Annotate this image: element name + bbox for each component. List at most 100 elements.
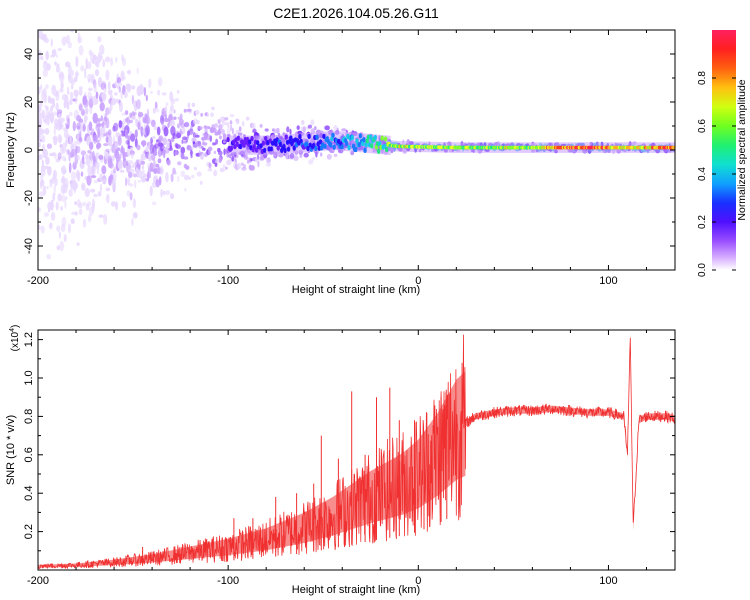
heatmap-cell xyxy=(286,146,291,152)
heatmap-cell xyxy=(173,109,176,114)
heatmap-cell xyxy=(136,144,141,151)
heatmap-cell xyxy=(277,132,281,138)
heatmap-cell xyxy=(269,146,274,152)
heatmap-cell xyxy=(165,171,169,183)
heatmap-cell xyxy=(165,190,171,196)
heatmap-cell xyxy=(95,139,100,143)
heatmap-cell xyxy=(370,143,374,149)
heatmap-cell xyxy=(207,146,213,152)
heatmap-cell xyxy=(224,117,229,121)
heatmap-cell xyxy=(138,111,144,118)
heatmap-cell xyxy=(125,83,131,90)
heatmap-cell xyxy=(143,173,148,178)
heatmap-cell xyxy=(163,117,169,123)
heatmap-cell xyxy=(243,164,246,169)
heatmap-cell xyxy=(315,134,319,140)
heatmap-cell xyxy=(138,91,144,95)
heatmap-cell xyxy=(100,55,103,60)
heatmap-cell xyxy=(86,99,89,108)
heatmap-cell xyxy=(134,137,138,148)
heatmap-cell xyxy=(110,137,113,148)
heatmap-cell xyxy=(133,101,137,107)
heatmap-cell xyxy=(56,54,59,58)
y-tick-label: -20 xyxy=(23,190,35,206)
heatmap-cell xyxy=(53,169,57,179)
x-tick-label: 100 xyxy=(599,575,617,587)
heatmap-cell xyxy=(331,132,335,138)
heatmap-cell xyxy=(61,36,67,46)
snr-xlabel: Height of straight line (km) xyxy=(292,584,420,596)
heatmap-cell xyxy=(69,135,72,144)
heatmap-cell xyxy=(53,135,58,146)
heatmap-cell xyxy=(94,69,100,77)
heatmap-cell xyxy=(45,84,49,89)
heatmap-cell xyxy=(323,143,327,149)
heatmap-cell xyxy=(148,152,153,162)
heatmap-cell xyxy=(64,199,67,209)
heatmap-cell xyxy=(127,177,131,186)
heatmap-cell xyxy=(128,171,133,178)
heatmap-cell xyxy=(121,145,124,153)
heatmap-cell xyxy=(371,134,375,154)
heatmap-cell xyxy=(114,141,118,150)
snr-ylabel: SNR (10 * v/v) xyxy=(5,415,17,485)
colorbar-gradient xyxy=(712,30,736,270)
heatmap-cell xyxy=(97,36,102,43)
heatmap-cell xyxy=(52,111,58,116)
heatmap-cell xyxy=(108,89,113,96)
heatmap-cell xyxy=(334,130,340,135)
heatmap-cell xyxy=(74,201,78,206)
heatmap-cell xyxy=(347,132,351,152)
heatmap-cell xyxy=(38,141,41,148)
heatmap-cell xyxy=(177,175,180,182)
heatmap-cell xyxy=(122,157,127,169)
heatmap-cell xyxy=(136,99,141,110)
heatmap-cell xyxy=(39,112,43,122)
heatmap-cell xyxy=(42,185,47,196)
heatmap-cell xyxy=(311,132,314,152)
heatmap-cell xyxy=(244,149,247,153)
heatmap-cell xyxy=(40,134,46,143)
heatmap-cell xyxy=(361,145,364,151)
heatmap-cell xyxy=(86,175,92,186)
heatmap-cell xyxy=(127,135,132,141)
heatmap-cell xyxy=(56,245,60,251)
heatmap-cell xyxy=(162,145,166,150)
heatmap-cell xyxy=(76,155,81,161)
heatmap-cell xyxy=(240,162,244,166)
heatmap-cell xyxy=(119,159,123,170)
heatmap-cell xyxy=(414,148,417,153)
heatmap-cell xyxy=(52,194,56,202)
heatmap-cell xyxy=(70,85,74,90)
heatmap-cell xyxy=(595,141,599,146)
heatmap-cell xyxy=(80,65,85,72)
heatmap-cell xyxy=(231,156,235,162)
heatmap-cell xyxy=(302,126,306,133)
heatmap-cell xyxy=(402,139,405,146)
heatmap-cell xyxy=(51,84,57,95)
heatmap-cell xyxy=(194,134,200,138)
heatmap-cell xyxy=(139,85,145,94)
heatmap-cell xyxy=(57,47,63,52)
heatmap-cell xyxy=(271,134,276,138)
heatmap-cell xyxy=(105,69,110,81)
heatmap-cell xyxy=(93,84,97,93)
snr-scale-suffix: ) xyxy=(10,325,21,328)
heatmap-cell xyxy=(85,58,88,67)
heatmap-cell xyxy=(40,225,45,234)
heatmap-cell xyxy=(40,56,44,61)
heatmap-cell xyxy=(126,116,130,126)
heatmap-cell xyxy=(176,90,180,94)
heatmap-cell xyxy=(262,147,267,153)
heatmap-cell xyxy=(38,118,43,128)
heatmap-cell xyxy=(162,137,167,146)
heatmap-cell xyxy=(183,108,187,113)
heatmap-cell xyxy=(158,136,163,141)
heatmap-cell xyxy=(380,135,385,141)
heatmap-cell xyxy=(92,134,98,141)
heatmap-cell xyxy=(472,148,475,153)
heatmap-cell xyxy=(78,104,83,111)
heatmap-cell xyxy=(186,108,192,112)
heatmap-cell xyxy=(218,150,223,156)
